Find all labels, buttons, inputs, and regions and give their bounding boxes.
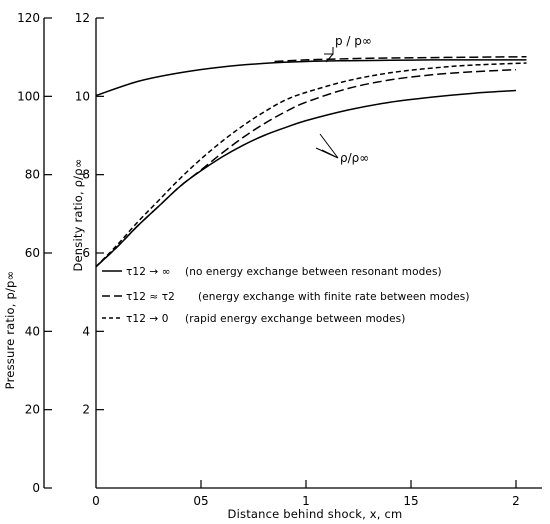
legend-shortdash-text: (rapid energy exchange between modes) xyxy=(185,313,405,325)
density-curve-solid xyxy=(95,89,517,268)
legend-longdash-text: (energy exchange with finite rate betwee… xyxy=(198,291,470,303)
density-curve-long-dash xyxy=(95,68,517,268)
pressure-annotation: p / p∞ xyxy=(335,34,372,48)
pressure-ticks: 0 20 40 60 80 100 120 xyxy=(17,11,52,495)
x-tick-label: 1 xyxy=(302,494,310,508)
density-tick-label: 6 xyxy=(82,246,90,260)
pressure-tick-label: 80 xyxy=(25,168,40,182)
density-tick-label: 2 xyxy=(82,403,90,417)
density-annotation: ρ/ρ∞ xyxy=(340,151,369,165)
density-axis-label: Density ratio, ρ/ρ∞ xyxy=(71,158,85,271)
density-tick-label: 8 xyxy=(82,168,90,182)
density-tick-label: 10 xyxy=(75,89,90,103)
pressure-tick-label: 60 xyxy=(25,246,40,260)
pressure-curve-solid xyxy=(95,59,527,97)
pressure-tick-label: 120 xyxy=(17,11,40,25)
x-tick-label: 2 xyxy=(512,494,520,508)
curves xyxy=(95,56,527,268)
legend: τ12 → ∞ (no energy exchange between reso… xyxy=(102,266,470,325)
pressure-tick-label: 100 xyxy=(17,89,40,103)
legend-solid-symbol: τ12 → ∞ xyxy=(126,266,171,278)
pressure-tick-label: 20 xyxy=(25,403,40,417)
x-tick-label: 05 xyxy=(193,494,208,508)
x-axis-label: Distance behind shock, x, cm xyxy=(228,507,403,521)
density-curve-short-dash xyxy=(95,62,527,268)
legend-shortdash-symbol: τ12 → 0 xyxy=(126,313,169,325)
legend-longdash-symbol: τ12 ≈ τ2 xyxy=(126,291,175,303)
density-tick-label: 4 xyxy=(82,324,90,338)
pressure-tick-label: 40 xyxy=(25,324,40,338)
density-tick-label: 12 xyxy=(75,11,90,25)
pressure-annotation-bracket xyxy=(324,47,334,63)
x-ticks: 0 05 1 15 2 xyxy=(92,480,520,508)
pressure-tick-label: 0 xyxy=(32,481,40,495)
legend-solid-text: (no energy exchange between resonant mod… xyxy=(185,266,442,278)
pressure-curve-long-dash xyxy=(274,56,527,63)
density-annotation-pointers xyxy=(315,133,339,159)
x-tick-label: 0 xyxy=(92,494,100,508)
x-tick-label: 15 xyxy=(403,494,418,508)
pressure-axis-label: Pressure ratio, p/p∞ xyxy=(3,271,17,390)
density-ticks: 2 4 6 8 10 12 xyxy=(75,11,104,417)
